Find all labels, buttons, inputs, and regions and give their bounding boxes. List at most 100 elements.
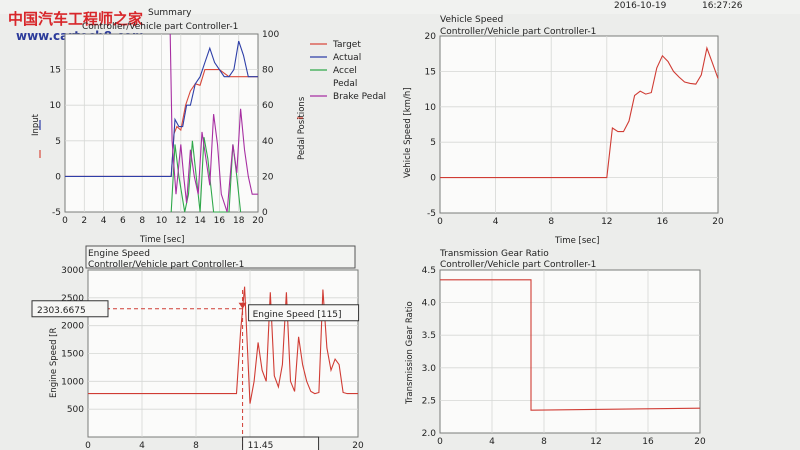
panel-engine-subtitle: Controller/Vehicle part Controller-1 <box>88 260 244 270</box>
chart-engine: 048121620300025002000150010005002303.667… <box>31 266 364 450</box>
y-tick-label: 1000 <box>61 377 84 387</box>
panel-input-legend: Target Actual Accel Pedal Brake Pedal <box>310 40 386 102</box>
y2-tick-label: 20 <box>262 172 274 182</box>
panel-speed-subtitle: Controller/Vehicle part Controller-1 <box>440 27 596 37</box>
panel-gear-ylabel: Transmission Gear Ratio <box>405 301 415 405</box>
y-tick-label: 3.0 <box>422 364 437 374</box>
x-tick-label: 20 <box>694 437 706 447</box>
y-tick-label: 2500 <box>61 294 84 304</box>
panel-engine-ylabel: Engine Speed [R <box>49 328 59 398</box>
legend-brake-pedal: Brake Pedal <box>333 92 386 102</box>
y-tick-label: 2000 <box>61 322 84 332</box>
x-tick-label: 4 <box>489 437 495 447</box>
y2-tick-label: 60 <box>262 101 274 111</box>
x-tick-label: 6 <box>120 216 126 226</box>
panel-input-xlabel: Time [sec] <box>139 235 184 245</box>
panel-engine-title: Engine Speed <box>88 249 150 259</box>
x-tick-label: 0 <box>62 216 68 226</box>
x-tick-label: 8 <box>548 217 554 227</box>
y-tick-label: 2.0 <box>422 429 437 439</box>
x-tick-label: 20 <box>352 441 364 450</box>
panel-speed-xlabel: Time [sec] <box>554 236 599 246</box>
legend-actual: Actual <box>333 53 361 63</box>
x-tick-label: 16 <box>657 217 669 227</box>
panel-input-subtitle: Controller/Vehicle part Controller-1 <box>82 22 238 32</box>
series-brake-pedal <box>169 33 258 213</box>
y-tick-label: 10 <box>50 101 62 111</box>
y-tick-label: 10 <box>425 103 437 113</box>
y-tick-label: 3000 <box>61 266 84 276</box>
panel-input-title: Summary <box>148 8 192 18</box>
y-tick-label: 500 <box>67 405 84 415</box>
marker-y-box <box>31 300 109 318</box>
panel-speed-title: Vehicle Speed <box>440 15 503 25</box>
panel-input-ylabel: Input <box>31 113 41 136</box>
panel-speed: Vehicle Speed Controller/Vehicle part Co… <box>403 15 719 246</box>
chart-gear: 0 4 8 12 16 20 4.5 4.0 3.5 3.0 2.5 2.0 <box>422 266 706 447</box>
x-tick-label: 4 <box>493 217 499 227</box>
panel-gear-title: Transmission Gear Ratio <box>439 249 549 259</box>
x-tick-label: 8 <box>139 216 145 226</box>
x-tick-label: 4 <box>139 441 145 450</box>
series-vehicle-speed <box>440 46 719 179</box>
x-tick-label: 20 <box>712 217 724 227</box>
header-time: 16:27:26 <box>702 1 743 11</box>
legend-accel: Accel <box>333 66 357 76</box>
legend-pedal: Pedal <box>333 79 357 89</box>
marker-tooltip-box <box>248 304 360 322</box>
y-tick-label: 2.5 <box>422 396 436 406</box>
marker-x-label: 11.45 <box>248 441 274 450</box>
y-tick-label: 5 <box>55 137 61 147</box>
y-tick-label: -5 <box>52 208 61 218</box>
x-tick-label: 8 <box>193 441 199 450</box>
panel-gear-subtitle: Controller/Vehicle part Controller-1 <box>440 260 596 270</box>
x-tick-label: 14 <box>194 216 206 226</box>
x-tick-label: 8 <box>541 437 547 447</box>
y-tick-label: 4.5 <box>422 266 436 276</box>
x-tick-label: 0 <box>85 441 91 450</box>
marker-point <box>238 302 247 309</box>
watermark-cn: 中国汽车工程师之家 <box>8 10 143 28</box>
series-actual <box>65 40 258 177</box>
panel-speed-ylabel: Vehicle Speed [km/h] <box>403 87 413 178</box>
x-tick-label: 0 <box>437 217 443 227</box>
series-transmission-gear-ratio <box>440 279 701 411</box>
x-tick-label: 12 <box>590 437 601 447</box>
x-tick-label: 2 <box>81 216 87 226</box>
y-tick-label: 4.0 <box>422 299 437 309</box>
marker-x-box <box>242 436 320 450</box>
y-tick-label: 5 <box>430 138 436 148</box>
marker-y-label: 2303.6675 <box>37 306 86 316</box>
panel-gear: Transmission Gear Ratio Controller/Vehic… <box>405 249 701 434</box>
panel-input-y2label: Pedal Positions <box>297 96 307 160</box>
x-tick-label: 16 <box>642 437 654 447</box>
x-tick-label: 10 <box>156 216 168 226</box>
x-tick-label: 18 <box>233 216 245 226</box>
legend-target: Target <box>332 40 361 50</box>
x-tick-label: 12 <box>175 216 186 226</box>
header-date: 2016-10-19 <box>614 1 667 11</box>
y2-tick-label: 100 <box>262 30 279 40</box>
x-tick-label: 0 <box>437 437 443 447</box>
series-target <box>65 69 258 177</box>
marker-tooltip: Engine Speed [115] <box>253 310 342 320</box>
x-tick-label: 20 <box>252 216 264 226</box>
y-tick-label: 20 <box>425 32 437 42</box>
x-tick-label: 4 <box>101 216 107 226</box>
panel-engine: Engine Speed Controller/Vehicle part Con… <box>49 245 359 438</box>
y-tick-label: 15 <box>425 67 436 77</box>
y-tick-label: 0 <box>55 172 61 182</box>
x-tick-label: 16 <box>214 216 226 226</box>
y-tick-label: 0 <box>430 174 436 184</box>
y-tick-label: 3.5 <box>422 331 436 341</box>
y-tick-label: 15 <box>50 66 61 76</box>
y-tick-label: -5 <box>427 209 436 219</box>
y-tick-label: 1500 <box>61 350 84 360</box>
y2-tick-label: 40 <box>262 137 274 147</box>
y2-tick-label: 80 <box>262 66 274 76</box>
series-engine-speed <box>88 286 358 404</box>
